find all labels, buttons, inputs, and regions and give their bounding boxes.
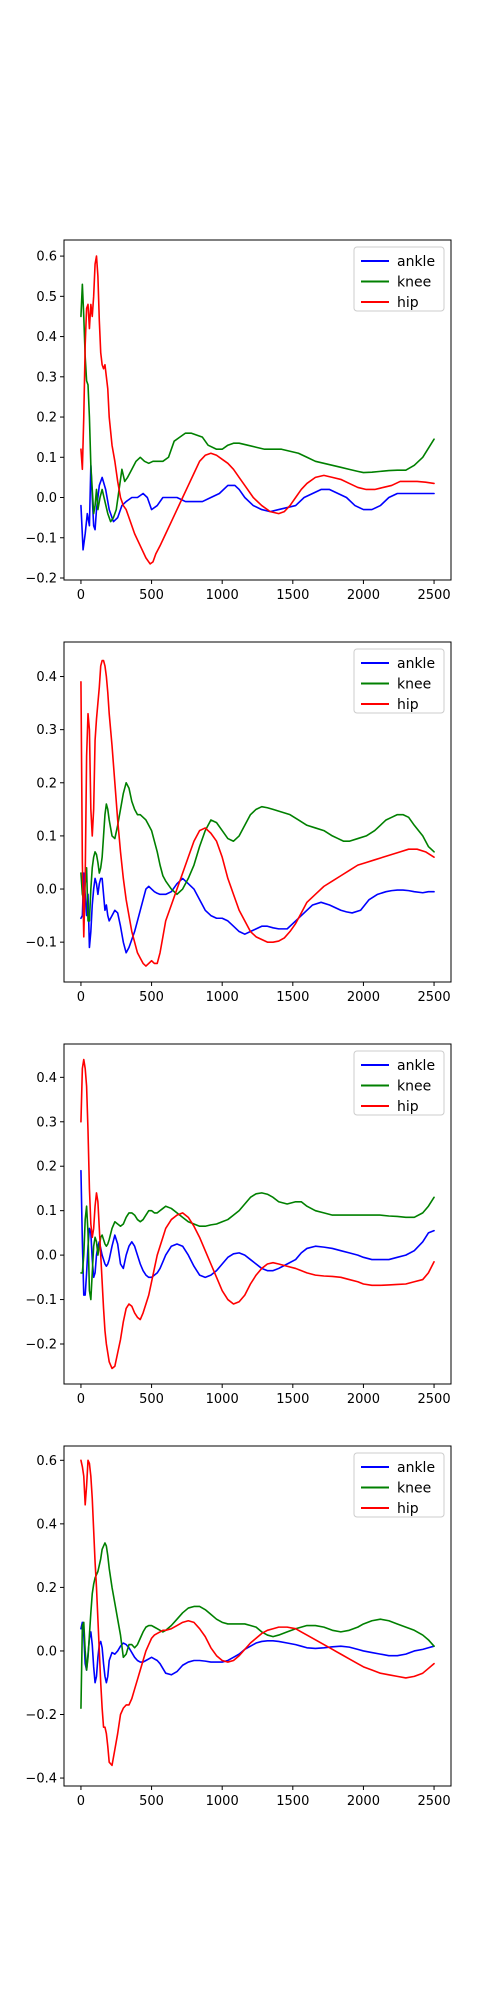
series-line-knee bbox=[80, 1542, 435, 1709]
x-tick-label: 0 bbox=[77, 588, 85, 603]
axes-frame bbox=[63, 641, 452, 983]
y-tick-label: 0.2 bbox=[36, 1160, 57, 1175]
x-tick-label: 2000 bbox=[347, 1794, 380, 1809]
series-line-ankle bbox=[80, 1169, 435, 1296]
y-tick-label: −0.1 bbox=[25, 531, 57, 546]
series-line-hip bbox=[80, 1459, 435, 1767]
legend: ankle knee hip bbox=[353, 246, 445, 312]
x-tick-label: 2500 bbox=[418, 1794, 451, 1809]
x-tick-label: 1000 bbox=[206, 990, 239, 1005]
axes-frame bbox=[63, 1043, 452, 1385]
y-tick-label: 0.2 bbox=[36, 776, 57, 791]
y-tick-label: 0.2 bbox=[36, 1581, 57, 1596]
series-line-ankle bbox=[80, 872, 435, 954]
legend-label-hip: hip bbox=[397, 697, 419, 713]
x-tick-label: 1500 bbox=[276, 990, 309, 1005]
x-tick-label: 1000 bbox=[206, 1392, 239, 1407]
y-tick-label: 0.0 bbox=[36, 1249, 57, 1264]
legend-label-hip: hip bbox=[397, 1099, 419, 1115]
x-tick-label: 500 bbox=[139, 990, 164, 1005]
y-tick-label: 0.5 bbox=[36, 290, 57, 305]
x-tick-label: 1500 bbox=[276, 1794, 309, 1809]
subplot-3: 0 500 1000 1500 2000 2500 −0.2 −0.1 0.0 0.1 0.2 0.3… bbox=[25, 1043, 452, 1407]
legend-box bbox=[353, 648, 445, 714]
y-tick-label: −0.2 bbox=[25, 1708, 57, 1723]
y-tick-label: −0.1 bbox=[25, 936, 57, 951]
y-tick-label: 0.0 bbox=[36, 1644, 57, 1659]
y-tick-label: −0.2 bbox=[25, 1338, 57, 1353]
series-line-ankle bbox=[80, 464, 435, 551]
legend-label-knee: knee bbox=[397, 677, 431, 693]
y-tick-label: 0.3 bbox=[36, 370, 57, 385]
y-tick-label: −0.4 bbox=[25, 1772, 57, 1787]
x-tick-label: 500 bbox=[139, 588, 164, 603]
series-line-knee bbox=[80, 283, 435, 523]
subplot-1: 0 500 1000 1500 2000 2500 −0.2 −0.1 0.0 0.1 0.2 0.3… bbox=[25, 239, 452, 603]
y-tick-label: 0.6 bbox=[36, 250, 57, 265]
y-tick-label: 0.2 bbox=[36, 411, 57, 426]
axes-frame bbox=[63, 239, 452, 581]
x-tick-label: 2500 bbox=[418, 588, 451, 603]
legend-label-ankle: ankle bbox=[397, 656, 435, 672]
series-line-knee bbox=[80, 781, 435, 922]
y-tick-label: 0.3 bbox=[36, 1115, 57, 1130]
legend: ankle knee hip bbox=[353, 648, 445, 714]
series-line-hip bbox=[80, 255, 435, 565]
legend-label-hip: hip bbox=[397, 1501, 419, 1517]
x-tick-label: 2500 bbox=[418, 990, 451, 1005]
y-tick-label: 0.0 bbox=[36, 491, 57, 506]
axes-frame bbox=[63, 1445, 452, 1787]
x-tick-label: 500 bbox=[139, 1392, 164, 1407]
series-line-hip bbox=[80, 659, 435, 967]
subplot-2: 0 500 1000 1500 2000 2500 −0.1 0.0 0.1 0.2 0.3 0.4 a… bbox=[25, 641, 452, 1005]
legend-label-knee: knee bbox=[397, 1481, 431, 1497]
legend-label-knee: knee bbox=[397, 275, 431, 291]
y-tick-label: 0.6 bbox=[36, 1454, 57, 1469]
x-tick-label: 1500 bbox=[276, 588, 309, 603]
y-tick-label: 0.4 bbox=[36, 670, 57, 685]
legend-label-knee: knee bbox=[397, 1079, 431, 1095]
y-tick-label: 0.1 bbox=[36, 1204, 57, 1219]
legend-label-hip: hip bbox=[397, 295, 419, 311]
legend-label-ankle: ankle bbox=[397, 1058, 435, 1074]
legend-label-ankle: ankle bbox=[397, 254, 435, 270]
y-tick-label: 0.4 bbox=[36, 1517, 57, 1532]
x-tick-label: 500 bbox=[139, 1794, 164, 1809]
legend: ankle knee hip bbox=[353, 1050, 445, 1116]
legend-box bbox=[353, 246, 445, 312]
y-tick-label: 0.0 bbox=[36, 883, 57, 898]
legend-label-ankle: ankle bbox=[397, 1460, 435, 1476]
x-tick-label: 0 bbox=[77, 1392, 85, 1407]
y-tick-label: 0.1 bbox=[36, 829, 57, 844]
y-tick-label: 0.1 bbox=[36, 451, 57, 466]
legend-box bbox=[353, 1050, 445, 1116]
x-tick-label: 2000 bbox=[347, 1392, 380, 1407]
series-line-hip bbox=[80, 1058, 435, 1370]
x-tick-label: 1500 bbox=[276, 1392, 309, 1407]
x-tick-label: 1000 bbox=[206, 588, 239, 603]
legend: ankle knee hip bbox=[353, 1452, 445, 1518]
y-tick-label: 0.4 bbox=[36, 330, 57, 345]
subplot-4: 0 500 1000 1500 2000 2500 −0.4 −0.2 0.0 0.2 0.4 0.6… bbox=[25, 1445, 452, 1809]
y-tick-label: −0.1 bbox=[25, 1293, 57, 1308]
x-tick-label: 1000 bbox=[206, 1794, 239, 1809]
x-tick-label: 0 bbox=[77, 1794, 85, 1809]
x-tick-label: 0 bbox=[77, 990, 85, 1005]
x-tick-label: 2500 bbox=[418, 1392, 451, 1407]
y-tick-label: −0.2 bbox=[25, 571, 57, 586]
legend-box bbox=[353, 1452, 445, 1518]
x-tick-label: 2000 bbox=[347, 990, 380, 1005]
y-tick-label: 0.3 bbox=[36, 723, 57, 738]
x-tick-label: 2000 bbox=[347, 588, 380, 603]
y-tick-label: 0.4 bbox=[36, 1071, 57, 1086]
